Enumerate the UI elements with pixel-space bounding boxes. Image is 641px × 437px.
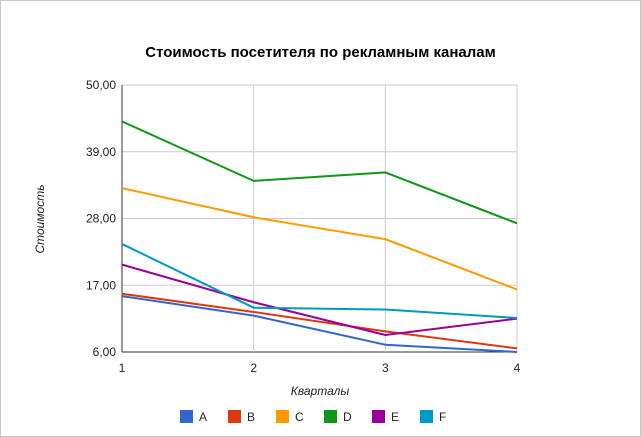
x-axis-ticks: 1 2 3 4: [119, 361, 521, 375]
series-line-d: [121, 120, 518, 225]
legend-label: F: [439, 410, 446, 424]
x-tick-label: 2: [250, 361, 257, 375]
grid-lines: [121, 84, 518, 353]
x-axis-label: Кварталы: [291, 384, 350, 398]
x-tick-label: 1: [119, 361, 126, 375]
legend: A B C D E F: [180, 410, 446, 424]
legend-swatch: [228, 410, 241, 423]
x-tick-label: 4: [514, 361, 521, 375]
legend-swatch: [420, 410, 433, 423]
series-line-a: [121, 295, 518, 353]
series-line-e: [121, 263, 518, 337]
x-tick-label: 3: [382, 361, 389, 375]
y-axis-ticks: 50,00 39,00 28,00 17,00 6,00: [86, 78, 116, 359]
legend-label: D: [343, 410, 352, 424]
y-tick-label: 28,00: [86, 212, 116, 226]
y-axis-label: Стоимость: [33, 184, 47, 253]
series-lines: [121, 120, 518, 353]
legend-label: E: [391, 410, 399, 424]
y-tick-label: 17,00: [86, 278, 116, 292]
legend-swatch: [276, 410, 289, 423]
series-line-c: [121, 187, 518, 291]
y-tick-label: 39,00: [86, 145, 116, 159]
legend-swatch: [180, 410, 193, 423]
chart-title: Стоимость посетителя по рекламным канала…: [145, 44, 496, 61]
legend-swatch: [372, 410, 385, 423]
legend-label: B: [247, 410, 255, 424]
series-line-b: [121, 292, 518, 350]
series-line-f: [121, 243, 518, 320]
legend-swatch: [324, 410, 337, 423]
legend-label: A: [199, 410, 207, 424]
y-tick-label: 50,00: [86, 78, 116, 92]
y-tick-label: 6,00: [93, 345, 117, 359]
legend-label: C: [295, 410, 304, 424]
